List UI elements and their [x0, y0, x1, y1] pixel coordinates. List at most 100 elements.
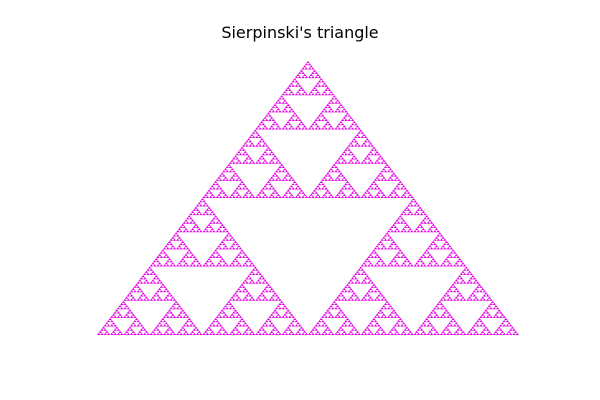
sierpinski-hole [327, 172, 341, 181]
sierpinski-hole [166, 296, 173, 301]
sierpinski-hole [349, 161, 353, 164]
sierpinski-hole [481, 332, 485, 335]
sierpinski-hole [477, 320, 482, 323]
sierpinski-hole [217, 195, 221, 198]
sierpinski-hole [434, 332, 439, 335]
sierpinski-hole [342, 118, 346, 121]
sierpinski-hole [233, 174, 238, 177]
sierpinski-hole [461, 298, 465, 301]
sierpinski-hole [410, 202, 417, 207]
sierpinski-hole [326, 88, 330, 91]
sierpinski-hole [230, 315, 234, 318]
sierpinski-hole [210, 212, 215, 216]
sierpinski-hole [438, 234, 442, 237]
sierpinski-hole [304, 65, 312, 70]
sierpinski-hole [235, 189, 249, 198]
sierpinski-hole [336, 195, 340, 198]
sierpinski-hole [329, 127, 333, 130]
sierpinski-hole [187, 217, 191, 220]
sierpinski-hole [311, 90, 318, 96]
sierpinski-hole [223, 195, 228, 198]
sierpinski-hole [247, 277, 251, 280]
sierpinski-hole [266, 320, 271, 323]
sierpinski-hole [237, 315, 241, 318]
sierpinski-hole [151, 264, 155, 267]
sierpinski-hole [166, 330, 173, 335]
sierpinski-hole [401, 264, 406, 267]
sierpinski-hole [449, 322, 457, 327]
sierpinski-hole [232, 193, 239, 198]
sierpinski-hole [233, 311, 238, 314]
sierpinski-hole [397, 322, 404, 327]
sierpinski-hole [237, 298, 241, 301]
sierpinski-hole [482, 330, 490, 335]
sierpinski-hole [293, 114, 297, 117]
sierpinski-hole [286, 174, 290, 177]
sierpinski-hole [352, 123, 356, 126]
sierpinski-hole [223, 307, 228, 310]
sierpinski-hole [482, 296, 490, 301]
sierpinski-hole [514, 332, 518, 335]
sierpinski-hole [232, 330, 239, 335]
sierpinski-hole [378, 242, 383, 246]
sierpinski-hole [286, 191, 290, 194]
sierpinski-hole [296, 324, 300, 327]
sierpinski-hole [446, 257, 460, 267]
sierpinski-hole [423, 322, 430, 327]
sierpinski-hole [237, 187, 241, 190]
sierpinski-hole [329, 195, 333, 198]
sierpinski-hole [276, 195, 280, 198]
sierpinski-hole [166, 245, 173, 250]
sierpinski-hole [256, 272, 261, 276]
sierpinski-hole [367, 155, 381, 164]
sierpinski-hole [161, 285, 165, 288]
sierpinski-hole [375, 264, 379, 267]
sierpinski-hole [118, 332, 122, 335]
sierpinski-hole [247, 157, 251, 160]
sierpinski-hole [317, 116, 325, 121]
sierpinski-hole [436, 305, 444, 310]
sierpinski-hole [303, 93, 307, 96]
sierpinski-hole [377, 313, 384, 318]
sierpinski-hole [337, 313, 345, 318]
sierpinski-hole [263, 161, 267, 164]
sierpinski-hole [243, 187, 248, 190]
sierpinski-hole [469, 296, 477, 301]
sierpinski-hole [167, 328, 172, 331]
sierpinski-hole [350, 142, 358, 147]
sierpinski-hole [218, 313, 226, 318]
sierpinski-hole [265, 287, 272, 293]
sierpinski-hole [461, 264, 465, 267]
sierpinski-hole [220, 225, 224, 228]
sierpinski-hole [464, 268, 468, 271]
sierpinski-hole [344, 322, 351, 327]
sierpinski-hole [250, 144, 254, 147]
sierpinski-hole [250, 161, 254, 164]
sierpinski-hole [144, 281, 149, 284]
sierpinski-hole [431, 225, 435, 228]
sierpinski-hole [181, 311, 185, 314]
sierpinski-hole [139, 279, 147, 284]
sierpinski-hole [401, 332, 406, 335]
sierpinski-hole [342, 324, 346, 327]
sierpinski-hole [220, 260, 224, 263]
sierpinski-hole [238, 185, 246, 190]
sierpinski-hole [276, 110, 280, 113]
sierpinski-hole [139, 296, 147, 301]
sierpinski-hole [314, 120, 328, 130]
sierpinski-hole [197, 230, 201, 233]
sierpinski-hole [260, 277, 264, 280]
sierpinski-hole [156, 326, 170, 335]
sierpinski-hole [316, 118, 320, 121]
sierpinski-hole [339, 328, 343, 331]
sierpinski-hole [266, 183, 271, 186]
sierpinski-hole [355, 281, 360, 284]
sierpinski-hole [382, 170, 386, 173]
sierpinski-hole [321, 317, 348, 335]
sierpinski-hole [288, 326, 302, 335]
sierpinski-hole [340, 326, 355, 335]
sierpinski-hole [454, 324, 459, 327]
sierpinski-hole [349, 153, 353, 156]
sierpinski-hole [507, 332, 511, 335]
sierpinski-hole [382, 315, 386, 318]
